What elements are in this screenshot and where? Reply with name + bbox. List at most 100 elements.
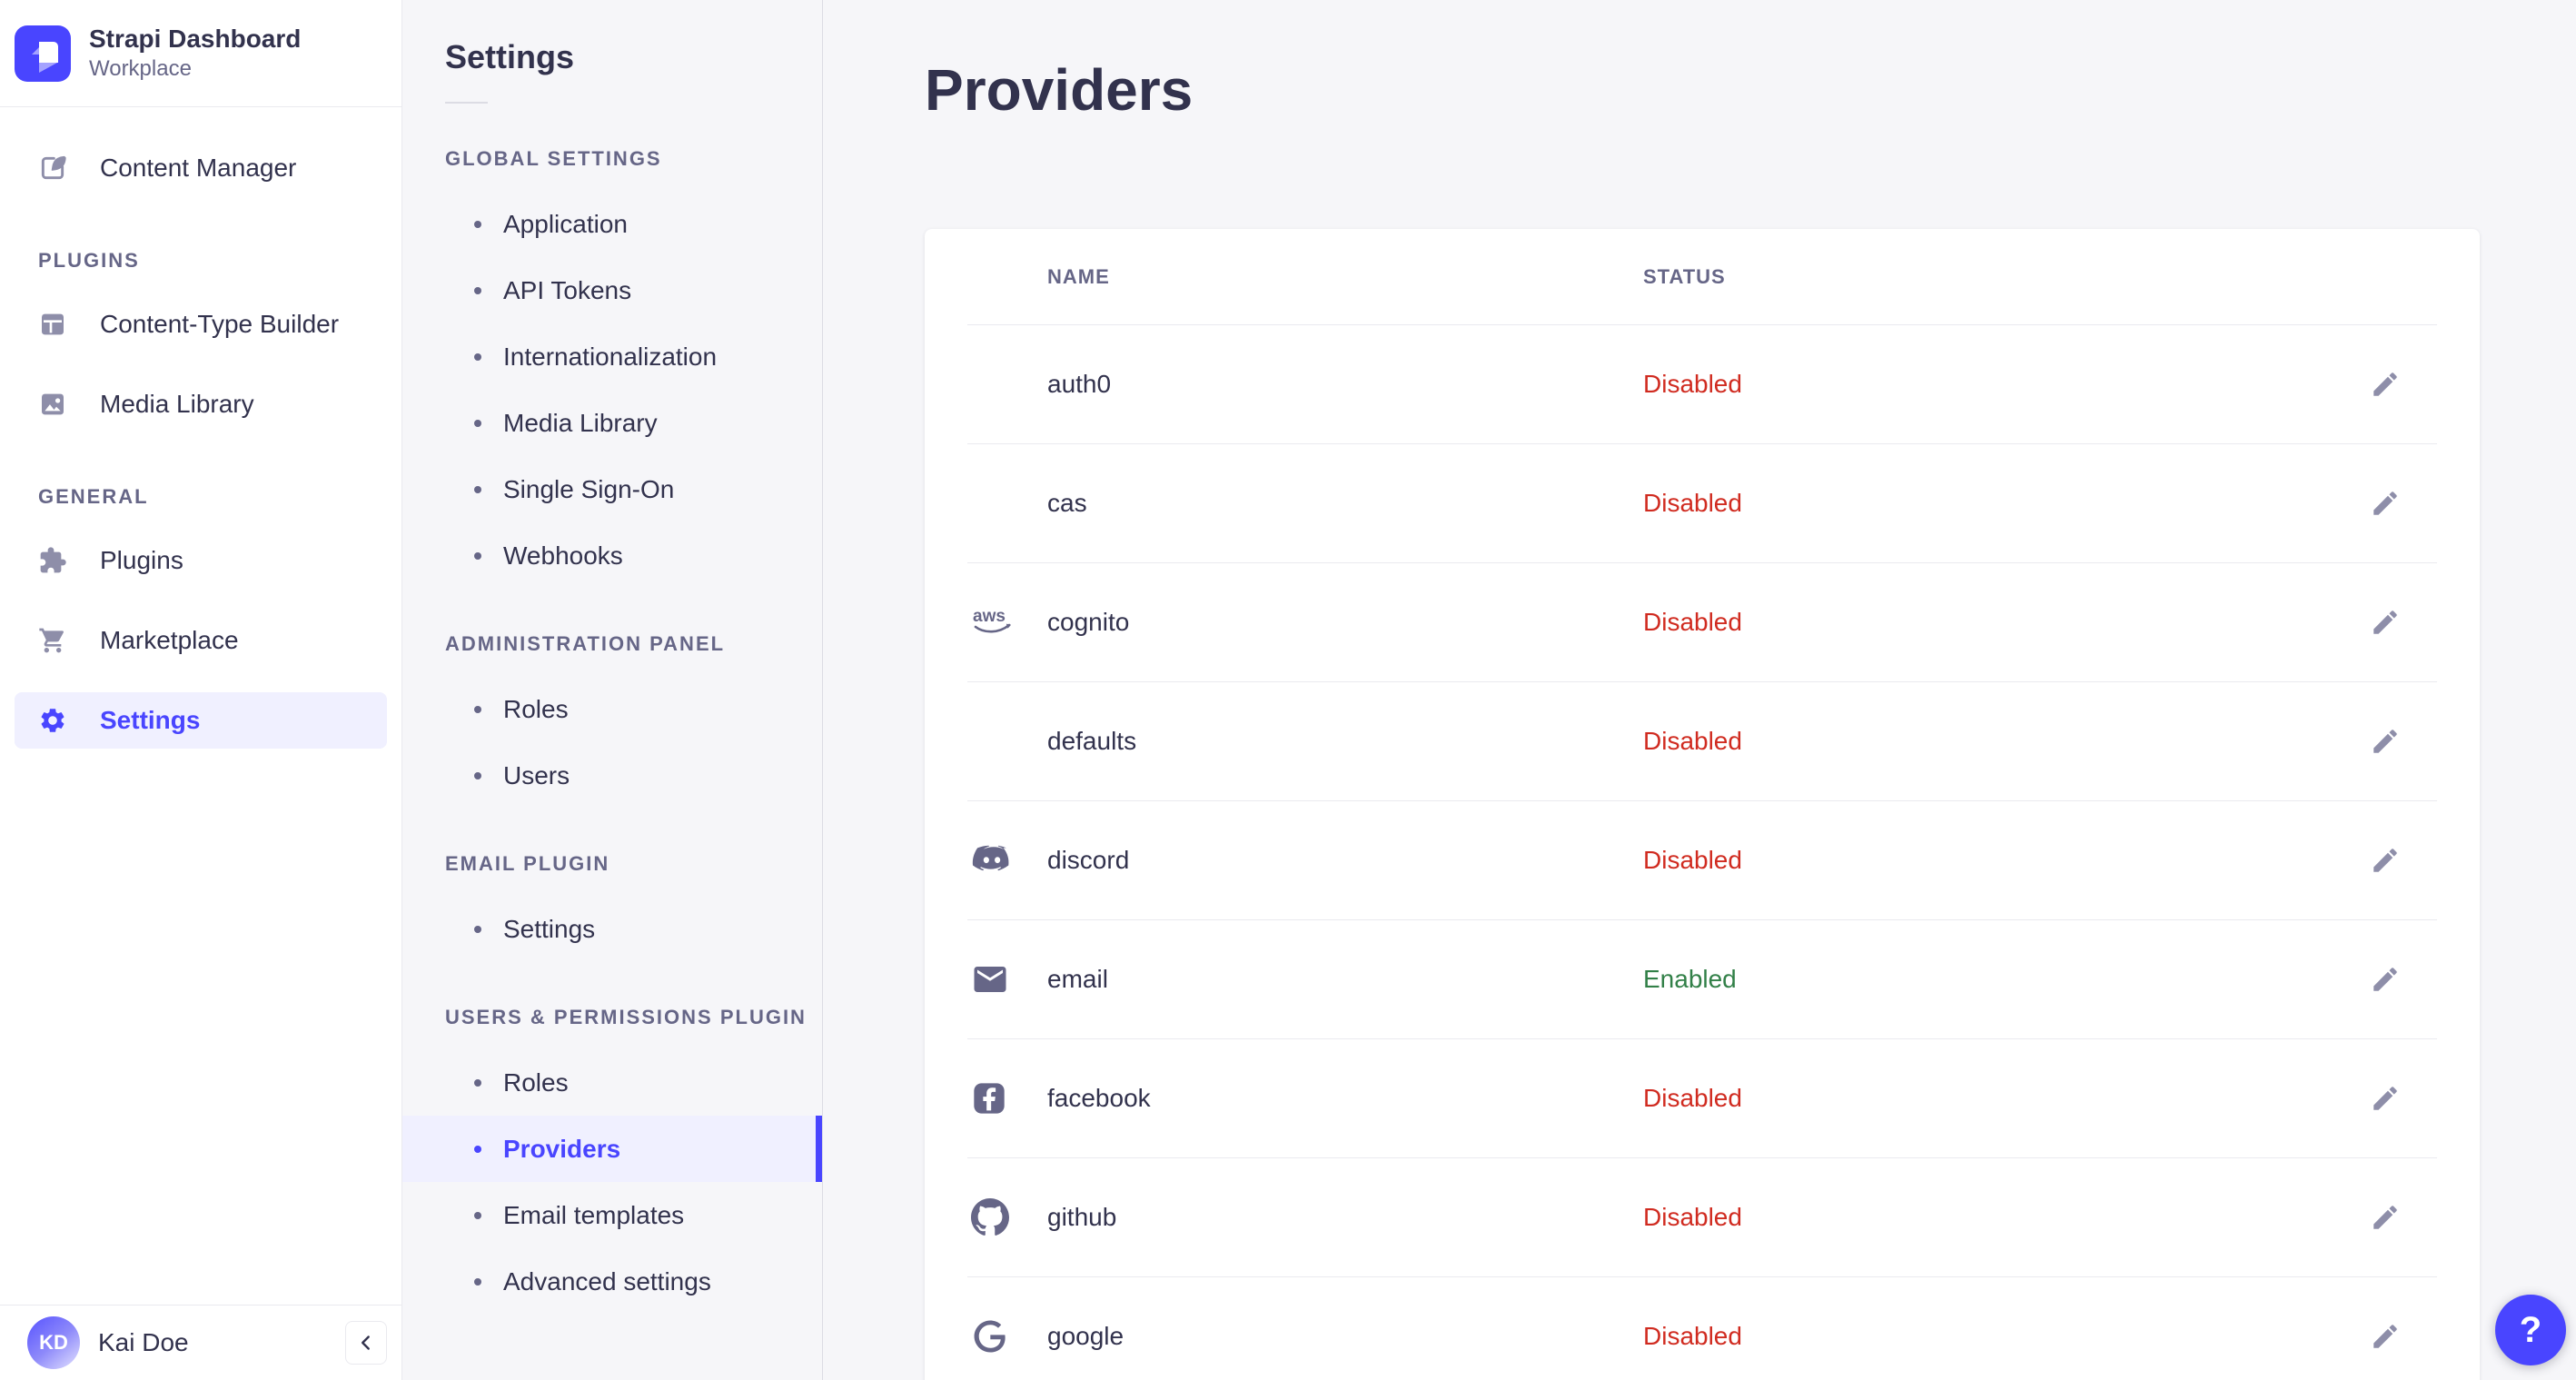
pencil-icon	[2373, 849, 2397, 872]
pencil-icon	[2373, 372, 2397, 396]
table-row[interactable]: cas Disabled	[967, 444, 2437, 563]
bullet-icon	[474, 705, 481, 713]
table-row[interactable]: google Disabled	[967, 1277, 2437, 1380]
edit-provider-button[interactable]	[2366, 1317, 2404, 1355]
table-row[interactable]: aws cognito Disabled	[967, 563, 2437, 682]
sidebar-item-content-manager[interactable]: Content Manager	[15, 140, 387, 196]
provider-name: github	[1047, 1203, 1117, 1231]
page-title: Providers	[925, 57, 1194, 123]
subnav-item-single-sign-on[interactable]: Single Sign-On	[402, 456, 822, 522]
help-button[interactable]: ?	[2495, 1295, 2566, 1365]
sidebar-item-label: Marketplace	[100, 626, 239, 655]
subnav-item-label: Single Sign-On	[503, 474, 675, 503]
sidebar-item-marketplace[interactable]: Marketplace	[15, 612, 387, 669]
table-row[interactable]: email Enabled	[967, 920, 2437, 1039]
subnav-section-label: USERS & PERMISSIONS PLUGIN	[445, 1006, 807, 1028]
status-text: Disabled	[1643, 846, 1742, 874]
edit-provider-button[interactable]	[2366, 603, 2404, 641]
email-icon	[974, 967, 1006, 992]
edit-provider-button[interactable]	[2366, 960, 2404, 998]
status-text: Disabled	[1643, 1322, 1742, 1350]
providers-table: NAME STATUS auth0 Disabled cas Disabled	[925, 229, 2480, 1380]
edit-provider-button[interactable]	[2366, 1198, 2404, 1236]
provider-name: google	[1047, 1322, 1125, 1350]
subnav-item-label: Webhooks	[503, 541, 623, 570]
bullet-icon	[474, 220, 481, 228]
google-icon	[974, 1320, 1006, 1353]
settings-subnav: Settings GLOBAL SETTINGS Application API…	[402, 0, 823, 1380]
bullet-icon	[474, 352, 481, 361]
subnav-section-label: ADMINISTRATION PANEL	[445, 632, 726, 655]
sidebar-item-media-library[interactable]: Media Library	[15, 376, 387, 432]
provider-icon-slot	[967, 839, 1047, 881]
edit-provider-button[interactable]	[2366, 841, 2404, 879]
edit-provider-button[interactable]	[2366, 1079, 2404, 1117]
subnav-item-label: Media Library	[503, 408, 658, 437]
status-text: Disabled	[1643, 370, 1742, 398]
subnav-item-label: Advanced settings	[503, 1266, 711, 1296]
subnav-item-admin-users[interactable]: Users	[402, 742, 822, 809]
subnav-item-media-library[interactable]: Media Library	[402, 390, 822, 456]
subnav-item-label: API Tokens	[503, 275, 632, 304]
bullet-icon	[474, 1078, 481, 1087]
user-name: Kai Doe	[98, 1328, 189, 1356]
bullet-icon	[474, 485, 481, 493]
subnav-item-providers[interactable]: Providers	[402, 1116, 822, 1182]
table-row[interactable]: github Disabled	[967, 1158, 2437, 1277]
collapse-sidebar-button[interactable]	[345, 1321, 387, 1365]
table-row[interactable]: auth0 Disabled	[967, 325, 2437, 444]
bullet-icon	[474, 771, 481, 779]
pencil-icon	[2373, 730, 2397, 753]
status-text: Disabled	[1643, 608, 1742, 636]
app-title: Strapi Dashboard	[89, 25, 302, 53]
pencil-icon	[2373, 611, 2397, 634]
provider-name: cas	[1047, 489, 1087, 517]
edit-provider-button[interactable]	[2366, 365, 2404, 403]
bullet-icon	[474, 925, 481, 933]
subnav-item-label: Application	[503, 209, 628, 238]
table-header: NAME STATUS	[967, 229, 2437, 325]
marketplace-cart-icon	[39, 628, 64, 653]
subnav-section-label: GLOBAL SETTINGS	[445, 147, 662, 170]
pencil-icon	[2373, 1325, 2397, 1348]
subnav-item-api-tokens[interactable]: API Tokens	[402, 257, 822, 323]
subnav-item-up-roles[interactable]: Roles	[402, 1049, 822, 1116]
edit-provider-button[interactable]	[2366, 722, 2404, 760]
subnav-title-divider	[445, 102, 488, 104]
table-row[interactable]: facebook Disabled	[967, 1039, 2437, 1158]
bullet-icon	[474, 1145, 481, 1153]
subnav-item-label: Roles	[503, 1067, 569, 1097]
subnav-item-advanced-settings[interactable]: Advanced settings	[402, 1248, 822, 1315]
provider-name: email	[1047, 965, 1108, 993]
sidebar-item-label: Media Library	[100, 390, 254, 419]
subnav-section-label: EMAIL PLUGIN	[445, 852, 610, 875]
subnav-item-email-templates[interactable]: Email templates	[402, 1182, 822, 1248]
plugins-puzzle-icon	[40, 547, 66, 573]
provider-name: auth0	[1047, 370, 1112, 398]
sidebar-item-settings[interactable]: Settings	[15, 692, 387, 750]
discord-icon	[972, 845, 1009, 871]
subnav-section-admin-panel: ADMINISTRATION PANEL Roles Users	[402, 632, 822, 809]
subnav-item-label: Users	[503, 760, 570, 789]
sidebar-item-content-type-builder[interactable]: Content-Type Builder	[15, 296, 387, 352]
subnav-item-email-settings[interactable]: Settings	[402, 896, 822, 962]
subnav-item-label: Settings	[503, 914, 596, 943]
provider-icon-slot: aws	[967, 606, 1047, 639]
edit-provider-button[interactable]	[2366, 484, 2404, 522]
subnav-item-internationalization[interactable]: Internationalization	[402, 323, 822, 390]
provider-name: defaults	[1047, 727, 1137, 755]
provider-icon-slot	[967, 1080, 1047, 1117]
provider-icon-slot	[967, 1198, 1047, 1236]
table-row[interactable]: defaults Disabled	[967, 682, 2437, 801]
subnav-item-webhooks[interactable]: Webhooks	[402, 522, 822, 589]
subnav-item-label: Providers	[503, 1134, 621, 1163]
provider-icon-slot	[967, 1317, 1047, 1355]
pencil-icon	[2373, 491, 2397, 515]
pencil-icon	[2373, 968, 2397, 991]
subnav-section-users-permissions: USERS & PERMISSIONS PLUGIN Roles Provide…	[402, 1006, 822, 1315]
subnav-item-application[interactable]: Application	[402, 191, 822, 257]
sidebar-section-general: GENERAL	[38, 485, 149, 509]
table-row[interactable]: discord Disabled	[967, 801, 2437, 920]
subnav-item-admin-roles[interactable]: Roles	[402, 676, 822, 742]
sidebar-item-plugins[interactable]: Plugins	[15, 532, 387, 589]
